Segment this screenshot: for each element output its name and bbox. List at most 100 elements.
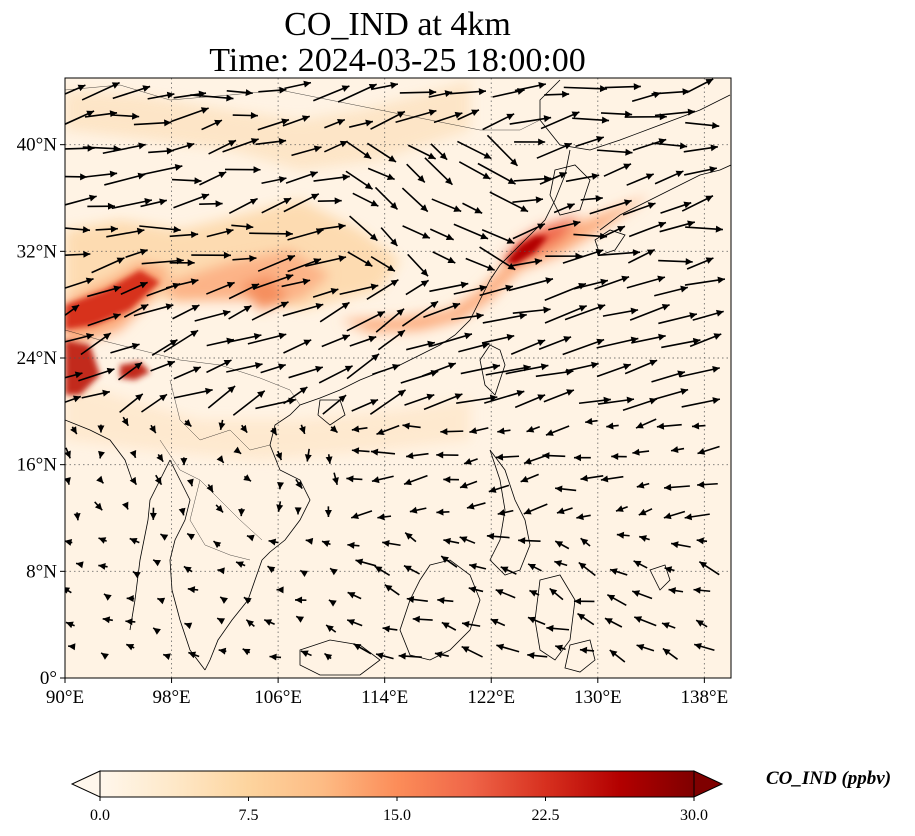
wind-arrow [370,110,406,130]
wind-arrow [575,135,605,148]
wind-arrow [219,596,228,604]
wind-arrow [580,474,604,482]
wind-arrow [406,595,428,603]
wind-arrow [325,624,337,633]
wind-arrow [251,301,289,321]
wind-arrow [659,220,696,233]
wind-arrow [206,281,235,295]
wind-arrow [369,389,407,415]
wind-arrow [324,506,332,518]
wind-arrow [346,353,380,380]
wind-arrow [96,475,105,484]
wind-arrow [490,618,506,627]
wind-arrow [263,618,275,626]
lon-tick-label: 130°E [574,687,622,708]
wind-arrow [267,565,276,573]
wind-arrow [129,449,137,459]
wind-arrow [514,82,547,92]
wind-arrow [441,621,457,631]
wind-arrow [553,203,575,214]
wind-arrow [349,215,378,242]
wind-arrow [351,425,368,433]
wind-arrow [87,202,115,210]
map-background [65,78,731,678]
wind-arrow [407,253,429,277]
wind-arrow [133,303,174,317]
wind-arrow [186,478,194,487]
wind-arrow [352,192,379,207]
lon-tick-label: 122°E [467,687,515,708]
wind-arrow [252,274,294,290]
wind-arrow [372,363,401,376]
map-frame [64,77,732,679]
wind-arrow [65,173,88,181]
wind-arrow [663,483,690,491]
lat-tick-label: 0° [40,668,57,689]
wind-arrow [222,138,259,153]
wind-arrow [97,424,105,433]
wind-arrow [684,166,718,176]
wind-arrow [578,396,611,405]
wind-arrow [453,284,488,295]
wind-arrow [579,646,595,654]
wind-arrow [481,333,515,344]
wind-arrow [329,425,339,434]
graticule [65,78,731,678]
wind-arrow [87,313,121,327]
wind-arrow [347,591,362,600]
wind-arrow [300,650,312,657]
wind-arrow [514,138,546,146]
wind-arrow [374,186,399,211]
wind-arrow [147,91,175,100]
wind-arrow [118,361,143,381]
wind-arrow [527,563,542,572]
wind-arrow [459,536,476,544]
wind-arrow [604,83,641,91]
wind-arrow [513,175,552,183]
wind-arrow [428,90,453,98]
wind-arrow [255,137,287,146]
wind-arrow [500,566,517,575]
wind-arrow [405,279,430,296]
wind-arrow [346,619,363,627]
wind-arrow [407,144,437,160]
wind-arrow [81,81,120,101]
wind-arrow [285,171,318,184]
wind-arrow [282,115,310,127]
wind-arrow [404,393,435,406]
wind-arrow [291,145,322,157]
wind-arrow [546,624,570,632]
wind-arrow [436,451,459,459]
wind-arrow [412,615,433,623]
wind-arrow [269,653,282,661]
wind-arrow [206,484,214,493]
wind-arrow [527,652,548,659]
wind-arrow [162,653,171,661]
wind-arrow [656,422,682,430]
wind-arrow [126,595,135,603]
wind-arrow [112,85,151,100]
wind-arrow [496,643,520,653]
wind-arrow [173,387,213,399]
wind-arrow [382,539,401,547]
wind-arrow [323,652,333,661]
wind-arrow [100,652,109,660]
wind-arrow [305,255,347,267]
wind-arrow [321,334,351,348]
wind-arrow [429,281,469,293]
wind-arrow [489,191,529,213]
wind-arrow [70,426,78,435]
wind-arrow [312,287,339,298]
wind-arrow [78,367,115,382]
wind-arrow [139,225,181,233]
wind-arrow [636,643,655,652]
wind-arrow [186,532,195,541]
wind-arrow [283,193,320,213]
wind-arrow [243,474,252,482]
wind-arrow [536,142,573,159]
wind-arrow [371,81,399,91]
wind-arrow [597,396,635,405]
wind-arrow [616,531,630,539]
wind-arrow [651,88,690,96]
wind-arrow [453,223,489,240]
